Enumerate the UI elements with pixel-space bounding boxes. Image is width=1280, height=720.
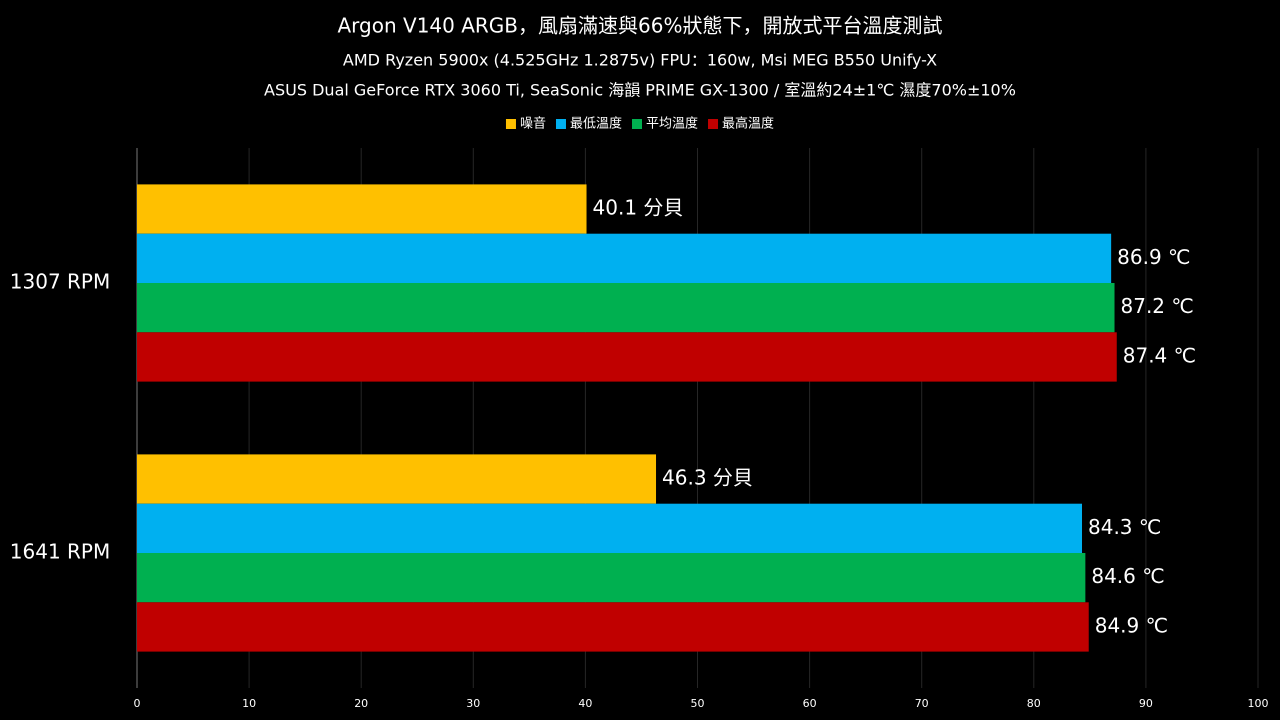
value-label: 86.9 ℃ xyxy=(1117,245,1190,269)
y-tick-label: 1641 RPM xyxy=(10,540,110,564)
legend-label: 最低溫度 xyxy=(570,116,622,132)
legend-swatch xyxy=(708,119,719,129)
bar xyxy=(137,503,1083,553)
x-tick-label: 50 xyxy=(691,697,705,710)
bar xyxy=(137,553,1086,603)
bar xyxy=(137,602,1089,652)
x-tick-label: 90 xyxy=(1139,697,1153,710)
bar xyxy=(137,332,1117,382)
x-tick-label: 0 xyxy=(134,697,141,710)
x-tick-label: 100 xyxy=(1248,697,1269,710)
legend-swatch xyxy=(555,119,566,129)
value-label: 84.3 ℃ xyxy=(1088,515,1161,539)
legend-label: 噪音 xyxy=(520,116,546,132)
value-label: 87.2 ℃ xyxy=(1121,294,1194,318)
value-label: 87.4 ℃ xyxy=(1123,343,1196,367)
legend-label: 最高溫度 xyxy=(722,116,774,132)
x-tick-label: 20 xyxy=(354,697,368,710)
chart-subtitle: ASUS Dual GeForce RTX 3060 Ti, SeaSonic … xyxy=(264,81,1016,100)
value-label: 84.6 ℃ xyxy=(1091,564,1164,588)
bar xyxy=(137,454,657,504)
y-tick-label: 1307 RPM xyxy=(10,270,110,294)
x-tick-label: 60 xyxy=(803,697,817,710)
value-label: 46.3 分貝 xyxy=(662,466,753,490)
chart-subtitle: AMD Ryzen 5900x (4.525GHz 1.2875v) FPU：1… xyxy=(343,51,937,70)
x-tick-label: 30 xyxy=(466,697,480,710)
bar xyxy=(137,184,587,234)
legend-label: 平均溫度 xyxy=(646,116,698,132)
x-tick-label: 70 xyxy=(915,697,929,710)
value-label: 40.1 分貝 xyxy=(593,196,684,220)
x-tick-label: 40 xyxy=(578,697,592,710)
bar xyxy=(137,233,1112,283)
bar xyxy=(137,283,1115,333)
value-label: 84.9 ℃ xyxy=(1095,613,1168,637)
x-tick-label: 10 xyxy=(242,697,256,710)
x-tick-label: 80 xyxy=(1027,697,1041,710)
legend-swatch xyxy=(505,119,516,129)
chart-title: Argon V140 ARGB，風扇滿速與66%狀態下，開放式平台溫度測試 xyxy=(338,14,943,38)
legend-swatch xyxy=(632,119,642,129)
